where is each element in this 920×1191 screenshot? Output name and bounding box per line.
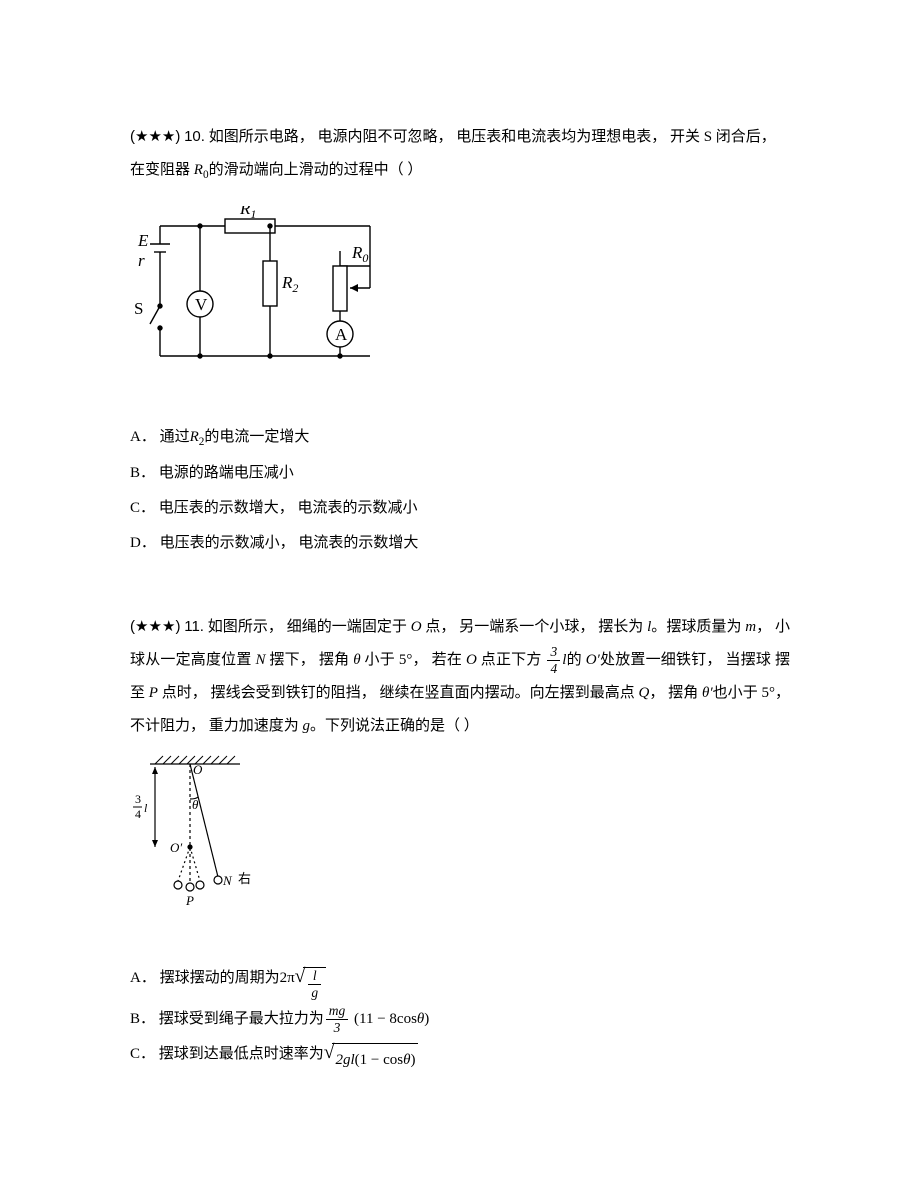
q11-opt-b-frac-n: mg bbox=[326, 1004, 349, 1020]
q10-opt-a: A． 通过R2的电流一定增大 bbox=[130, 421, 790, 455]
fig-Op: O′ bbox=[170, 840, 182, 855]
q11-s2c: 小于 5°， 若在 bbox=[361, 652, 466, 668]
q11-s1b: 点， 另一端系一个小球， 摆长为 bbox=[422, 619, 648, 635]
fig-P: P bbox=[185, 893, 194, 908]
q11-s2f: 处放置一细铁钉， 当摆球 bbox=[600, 652, 771, 668]
q10-opt-d: D． 电压表的示数减小， 电流表的示数增大 bbox=[130, 527, 790, 560]
q11-opt-c: C． 摆球到达最低点时速率为√2gl(1 − cosθ) bbox=[130, 1038, 790, 1077]
q11-s2-frac-n: 3 bbox=[547, 645, 560, 661]
circuit-R1: R bbox=[239, 206, 251, 218]
q11-number: 11. bbox=[184, 618, 204, 635]
fig-right: 右 bbox=[238, 871, 251, 886]
q10-stem: (★★★) 10. 如图所示电路， 电源内阻不可忽略， 电压表和电流表均为理想电… bbox=[130, 120, 790, 188]
question-10: (★★★) 10. 如图所示电路， 电源内阻不可忽略， 电压表和电流表均为理想电… bbox=[130, 120, 790, 560]
q11-s1-m: m bbox=[745, 619, 756, 635]
circuit-r: r bbox=[138, 251, 145, 270]
circuit-E: E bbox=[137, 231, 149, 250]
q10-opt-a-post: 的电流一定增大 bbox=[204, 429, 309, 445]
q10-stem-b-post: 的滑动端向上滑动的过程中（ ） bbox=[209, 162, 423, 178]
q10-number: 10. bbox=[184, 128, 205, 145]
q11-s2-frac-d: 4 bbox=[547, 661, 560, 676]
q11-s2b: 摆下， 摆角 bbox=[265, 652, 353, 668]
q11-opt-b-frac-d: 3 bbox=[326, 1020, 349, 1035]
q11-opt-b-pa: (11 − 8cos bbox=[350, 1011, 417, 1027]
fig-N: N bbox=[222, 873, 233, 888]
q10-opt-c: C． 电压表的示数增大， 电流表的示数减小 bbox=[130, 492, 790, 525]
q11-opt-c-pre: C． 摆球到达最低点时速率为 bbox=[130, 1046, 324, 1062]
q11-s1c: 。摆球质量为 bbox=[651, 619, 745, 635]
q11-s2-theta: θ bbox=[353, 652, 360, 668]
q10-stem-b-pre: 在变阻器 bbox=[130, 162, 194, 178]
q11-s1a: 如图所示， 细绳的一端固定于 bbox=[208, 619, 411, 635]
q10-stem-b-var: R bbox=[194, 162, 203, 178]
q11-stem: (★★★) 11. 如图所示， 细绳的一端固定于 O 点， 另一端系一个小球， … bbox=[130, 610, 790, 743]
question-11: (★★★) 11. 如图所示， 细绳的一端固定于 O 点， 另一端系一个小球， … bbox=[130, 610, 790, 1077]
fig-frac-d: 4 bbox=[135, 807, 141, 821]
q10-stem-a: 如图所示电路， 电源内阻不可忽略， 电压表和电流表均为理想电表， 开关 S 闭合… bbox=[209, 129, 776, 145]
q11-s3c: ， 摆角 bbox=[649, 685, 702, 701]
q10-figure: E r S V A R1 R2 R0 bbox=[130, 206, 790, 371]
q11-s4-g: g bbox=[303, 718, 311, 734]
q11-opt-a-2pi: 2π bbox=[280, 970, 295, 986]
circuit-R0: R bbox=[351, 243, 363, 262]
q11-s1d: ， bbox=[756, 619, 771, 635]
circuit-R2-sub: 2 bbox=[292, 281, 298, 295]
fig-l: l bbox=[144, 801, 148, 815]
q11-s3-Q: Q bbox=[639, 685, 650, 701]
svg-text:R2: R2 bbox=[281, 273, 298, 295]
fig-O: O bbox=[193, 762, 203, 777]
q11-opt-b-pre: B． 摆球受到绳子最大拉力为 bbox=[130, 1011, 324, 1027]
q10-opt-a-pre: A． 通过 bbox=[130, 429, 190, 445]
q11-s2e: 的 bbox=[566, 652, 585, 668]
q10-opt-b: B． 电源的路端电压减小 bbox=[130, 457, 790, 490]
circuit-R2: R bbox=[281, 273, 293, 292]
q10-opt-a-var: R bbox=[190, 429, 199, 445]
q11-s2-Op: O′ bbox=[586, 652, 600, 668]
q11-s2-O: O bbox=[466, 652, 477, 668]
circuit-R0-sub: 0 bbox=[362, 251, 368, 265]
q11-s2-N: N bbox=[255, 652, 265, 668]
svg-text:R0: R0 bbox=[351, 243, 368, 265]
q11-figure: O O′ θ N P 右 3 4 l bbox=[130, 749, 790, 932]
q11-opt-a-sqrt-d: g bbox=[308, 985, 321, 1000]
q11-opt-a-sqrt-n: l bbox=[308, 969, 321, 985]
q11-s1-O: O bbox=[411, 619, 422, 635]
circuit-S: S bbox=[134, 299, 143, 318]
q11-opt-c-sqrt: 2gl bbox=[335, 1052, 354, 1068]
q11-s2d: 点正下方 bbox=[477, 652, 546, 668]
q10-difficulty: (★★★) bbox=[130, 128, 180, 145]
q11-s3d: 也小于 bbox=[713, 685, 758, 701]
q11-opt-a-pre: A． 摆球摆动的周期为 bbox=[130, 970, 280, 986]
q11-options: A． 摆球摆动的周期为2π√lg B． 摆球受到绳子最大拉力为mg3 (11 −… bbox=[130, 962, 790, 1077]
q11-difficulty: (★★★) bbox=[130, 618, 180, 635]
q11-opt-a: A． 摆球摆动的周期为2π√lg bbox=[130, 962, 790, 1001]
q11-opt-c-pb: ) bbox=[410, 1052, 415, 1068]
q11-opt-c-pa: (1 − cos bbox=[355, 1052, 403, 1068]
pendulum-diagram: O O′ θ N P 右 3 4 l bbox=[130, 749, 260, 919]
circuit-R1-sub: 1 bbox=[250, 207, 256, 221]
q10-options: A． 通过R2的电流一定增大 B． 电源的路端电压减小 C． 电压表的示数增大，… bbox=[130, 421, 790, 560]
q11-s3-theta: θ′ bbox=[702, 685, 713, 701]
q11-s3-P: P bbox=[149, 685, 158, 701]
q11-opt-b: B． 摆球受到绳子最大拉力为mg3 (11 − 8cosθ) bbox=[130, 1003, 790, 1036]
q11-s4b: 。下列说法正确的是（ ） bbox=[310, 718, 479, 734]
circuit-diagram: E r S V A R1 R2 R0 bbox=[130, 206, 390, 371]
fig-frac-n: 3 bbox=[135, 792, 141, 806]
q11-opt-b-pb: ) bbox=[424, 1011, 429, 1027]
circuit-V: V bbox=[195, 295, 208, 314]
fig-theta: θ bbox=[192, 797, 199, 812]
circuit-A: A bbox=[335, 325, 348, 344]
q11-s3b: 点时， 摆线会受到铁钉的阻挡， 继续在竖直面内摆动。向左摆到最高点 bbox=[158, 685, 639, 701]
